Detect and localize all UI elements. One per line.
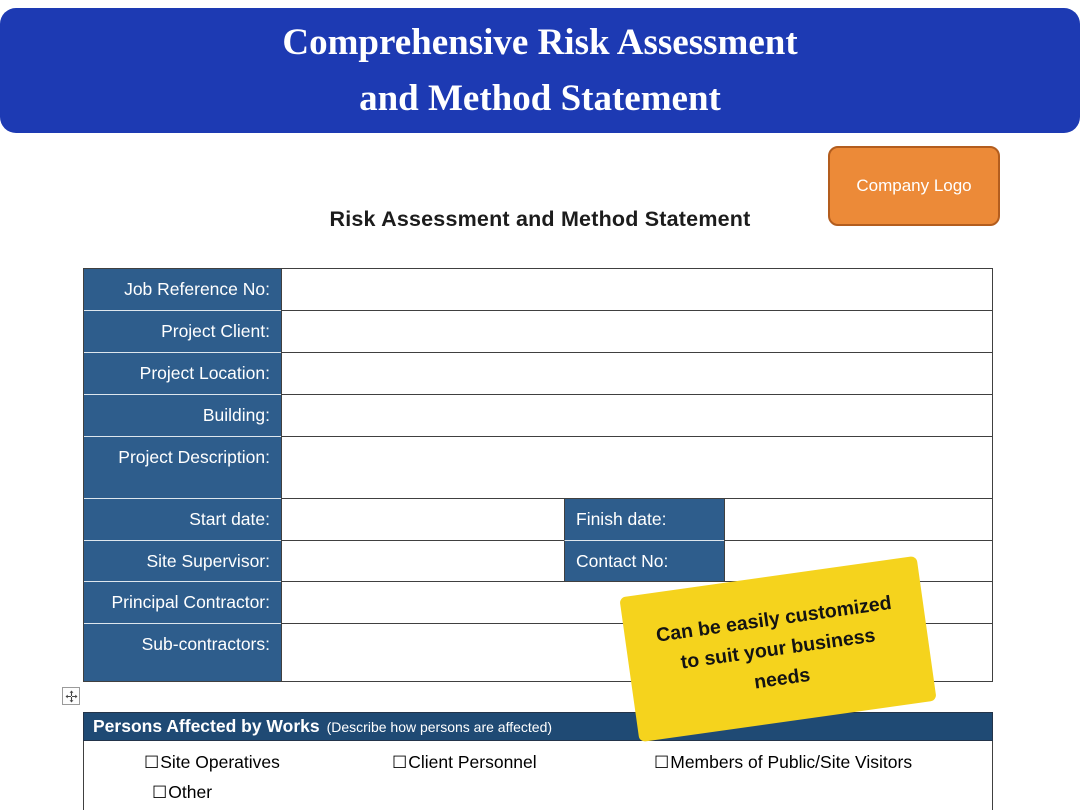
- persons-affected-header: Persons Affected by Works (Describe how …: [83, 712, 993, 741]
- site-supervisor-value-cell[interactable]: [281, 541, 564, 582]
- checkbox-client-personnel[interactable]: ☐ Client Personnel: [392, 752, 537, 773]
- checkbox-label: Members of Public/Site Visitors: [670, 752, 913, 772]
- title-banner: Comprehensive Risk Assessment and Method…: [0, 8, 1080, 133]
- job-ref-value-cell[interactable]: [281, 269, 992, 311]
- checkbox-other[interactable]: ☐ Other: [152, 782, 212, 803]
- checkbox-label: Other: [168, 782, 213, 802]
- table-row: Job Reference No:: [84, 269, 992, 311]
- table-row: Start date: Finish date:: [84, 499, 992, 541]
- table-row: Project Description:: [84, 437, 992, 499]
- start-date-value-cell[interactable]: [281, 499, 564, 541]
- principal-contractor-label: Principal Contractor:: [84, 582, 281, 624]
- project-details-table: Job Reference No: Project Client: Projec…: [83, 268, 993, 682]
- banner-title-line1: Comprehensive Risk Assessment: [282, 22, 798, 63]
- checkbox-members-public[interactable]: ☐ Members of Public/Site Visitors: [654, 752, 912, 773]
- site-supervisor-label: Site Supervisor:: [84, 541, 281, 582]
- banner-title-line2: and Method Statement: [359, 77, 721, 119]
- checkbox-icon[interactable]: ☐: [392, 752, 408, 772]
- project-description-label: Project Description:: [84, 437, 281, 499]
- table-row: Site Supervisor: Contact No:: [84, 541, 992, 582]
- persons-affected-subtitle: (Describe how persons are affected): [326, 718, 553, 735]
- project-client-value-cell[interactable]: [281, 311, 992, 353]
- checkbox-label: Site Operatives: [160, 752, 280, 772]
- finish-date-value-cell[interactable]: [724, 499, 992, 541]
- building-value-cell[interactable]: [281, 395, 992, 437]
- sticky-note-line3: needs: [752, 664, 812, 694]
- sub-contractors-label: Sub-contractors:: [84, 624, 281, 681]
- project-client-label: Project Client:: [84, 311, 281, 353]
- project-location-value-cell[interactable]: [281, 353, 992, 395]
- checkbox-icon[interactable]: ☐: [152, 782, 168, 802]
- table-row: Building:: [84, 395, 992, 437]
- checkbox-icon[interactable]: ☐: [654, 752, 670, 772]
- project-location-label: Project Location:: [84, 353, 281, 395]
- checkbox-icon[interactable]: ☐: [144, 752, 160, 772]
- contact-no-label: Contact No:: [564, 541, 724, 582]
- persons-affected-title: Persons Affected by Works: [93, 716, 320, 736]
- move-cross-icon: [65, 690, 77, 702]
- building-label: Building:: [84, 395, 281, 437]
- company-logo-label: Company Logo: [856, 176, 972, 195]
- checkbox-label: Client Personnel: [408, 752, 537, 772]
- project-description-value-cell[interactable]: [281, 437, 992, 499]
- persons-affected-body: ☐ Site Operatives ☐ Client Personnel ☐ Memb…: [83, 741, 993, 810]
- job-ref-label: Job Reference No:: [84, 269, 281, 311]
- table-row: Project Location:: [84, 353, 992, 395]
- start-date-label: Start date:: [84, 499, 281, 541]
- table-row: Project Client:: [84, 311, 992, 353]
- document-title: Risk Assessment and Method Statement: [329, 207, 751, 231]
- finish-date-label: Finish date:: [564, 499, 724, 541]
- table-move-handle-icon[interactable]: [62, 687, 80, 705]
- checkbox-site-operatives[interactable]: ☐ Site Operatives: [144, 752, 280, 773]
- company-logo-placeholder[interactable]: Company Logo: [828, 146, 1000, 226]
